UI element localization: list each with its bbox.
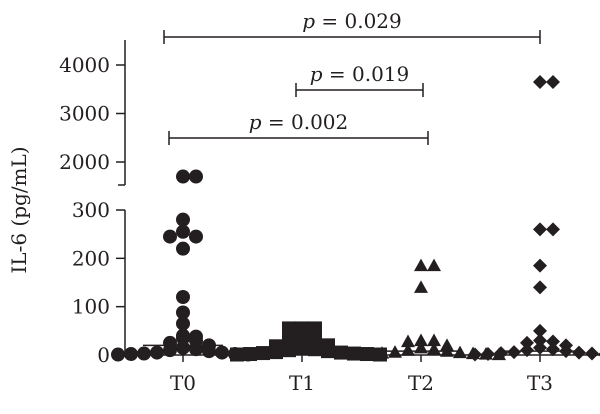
x-tick-label: T0 [170, 371, 196, 395]
data-point [546, 222, 560, 237]
data-point [533, 323, 547, 338]
data-point [520, 343, 534, 358]
data-point [176, 241, 190, 256]
data-point [334, 345, 348, 360]
data-point [176, 331, 190, 346]
significance-bracket: p = 0.019 [295, 62, 424, 97]
data-point [176, 169, 190, 184]
data-point [546, 334, 560, 349]
data-point [401, 334, 415, 348]
data-point [163, 343, 177, 358]
data-point [189, 169, 203, 184]
data-point [321, 344, 335, 359]
data-point [163, 229, 177, 244]
y-tick-label: 0 [97, 343, 110, 367]
data-point [546, 74, 560, 89]
x-tick-label: T2 [408, 371, 434, 395]
data-point [269, 345, 283, 360]
data-point [124, 347, 138, 362]
data-point [189, 229, 203, 244]
data-point [176, 212, 190, 227]
significance-bracket: p = 0.029 [163, 9, 541, 44]
data-point [256, 346, 270, 361]
p-value-label: p = 0.019 [310, 62, 410, 86]
y-axis-label: IL-6 (pg/mL) [7, 146, 31, 273]
data-point [494, 346, 508, 361]
y-tick-label: 200 [72, 246, 110, 270]
data-point [585, 346, 599, 361]
data-point [215, 345, 229, 360]
data-point [137, 346, 151, 361]
x-tick-label: T3 [527, 371, 553, 395]
y-tick-label: 100 [72, 295, 110, 319]
data-point [176, 305, 190, 320]
data-point [533, 74, 547, 89]
y-tick-label: 4000 [59, 53, 110, 77]
data-point [349, 347, 363, 361]
x-tick-label: T1 [289, 371, 315, 395]
data-point [414, 280, 428, 293]
data-point [533, 340, 547, 355]
data-point [308, 342, 322, 357]
data-point [282, 343, 296, 358]
data-point [176, 290, 190, 304]
y-tick-label: 2000 [59, 150, 110, 174]
data-point [414, 258, 428, 272]
data-point [111, 347, 125, 362]
significance-bracket: p = 0.002 [168, 110, 429, 145]
data-point [414, 333, 428, 347]
data-point [533, 333, 547, 348]
data-point [202, 344, 216, 359]
data-point [481, 347, 495, 362]
data-point [176, 340, 190, 355]
data-point [533, 258, 547, 273]
data-point [414, 340, 428, 354]
p-value-label: p = 0.002 [249, 110, 349, 134]
data-point [176, 224, 190, 239]
data-point [533, 280, 547, 295]
data-point [572, 345, 586, 360]
y-tick-label: 3000 [59, 102, 110, 126]
data-point [427, 258, 441, 272]
data-point [507, 345, 521, 360]
data-point [533, 222, 547, 237]
data-point [401, 343, 415, 356]
data-point [243, 347, 257, 362]
p-value-label: p = 0.029 [302, 9, 402, 33]
data-point [150, 345, 164, 360]
data-point [189, 342, 203, 357]
data-point [176, 316, 190, 331]
data-point [427, 333, 441, 347]
y-tick-label: 300 [72, 198, 110, 222]
data-point [468, 347, 482, 362]
data-point [520, 335, 534, 350]
data-point [546, 342, 560, 357]
data-point [375, 346, 389, 359]
data-point [362, 347, 376, 360]
data-point [230, 347, 244, 362]
